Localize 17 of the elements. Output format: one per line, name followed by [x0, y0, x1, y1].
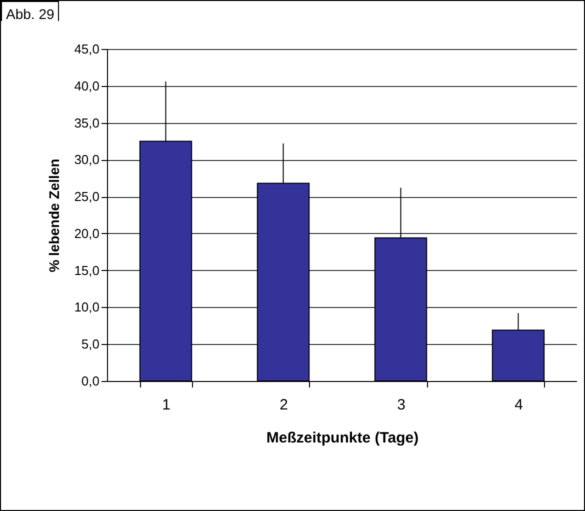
y-tick-label: 25,0 — [74, 189, 100, 204]
chart-title: Abb. 29 — [1, 1, 60, 27]
y-tick-label: 10,0 — [74, 300, 100, 315]
x-tick-label: 3 — [397, 396, 406, 414]
y-tick-label: 20,0 — [74, 226, 100, 241]
y-tick-label: 45,0 — [74, 42, 100, 56]
y-tick-label: 35,0 — [74, 115, 100, 130]
x-tick-label: 1 — [162, 396, 170, 414]
x-tick-label: 4 — [514, 396, 523, 414]
y-axis-title: % lebende Zellen — [46, 158, 62, 272]
y-tick-label: 30,0 — [74, 152, 100, 168]
y-tick-label: 40,0 — [74, 78, 100, 94]
x-tick-label: 2 — [280, 396, 288, 414]
x-axis-title: Meßzeitpunkte (Tage) — [266, 430, 419, 446]
y-tick-label: 5,0 — [81, 336, 100, 352]
y-tick-label: 15,0 — [74, 262, 100, 278]
y-tick-label: 0,0 — [81, 374, 100, 388]
